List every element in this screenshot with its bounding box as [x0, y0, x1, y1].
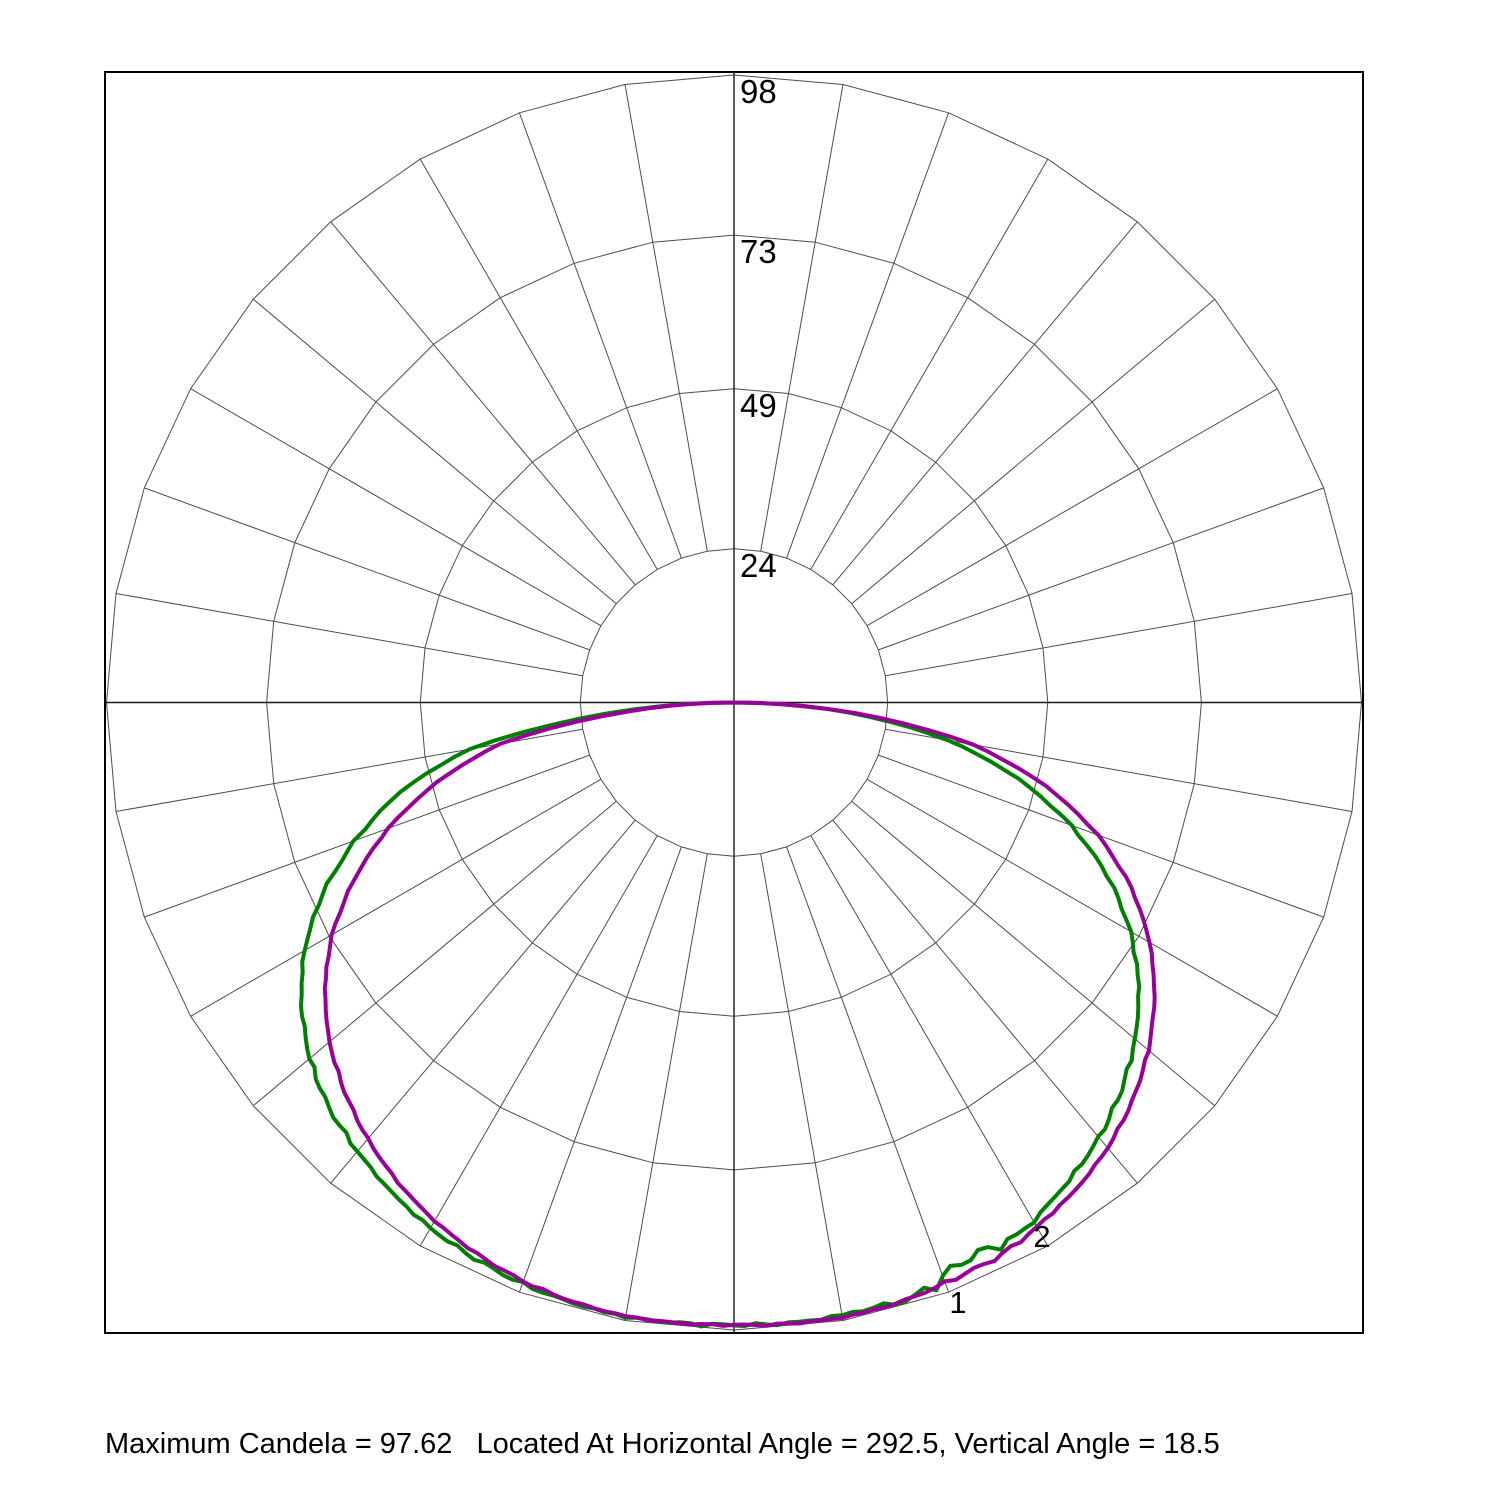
- candela-curves: [299, 700, 1157, 1329]
- spoke-290: [144, 487, 590, 651]
- spoke-160: [786, 846, 950, 1293]
- spoke-330: [419, 158, 658, 570]
- curve-plane-1: [299, 700, 1142, 1329]
- spoke-320: [330, 221, 636, 586]
- spoke-170: [760, 853, 844, 1321]
- spoke-210: [419, 835, 658, 1247]
- spoke-300: [190, 388, 602, 627]
- spoke-10: [760, 84, 844, 552]
- ring-label-98: 98: [740, 73, 777, 110]
- spoke-340: [518, 112, 682, 559]
- spoke-50: [851, 298, 1216, 605]
- spoke-120: [866, 778, 1278, 1017]
- spoke-240: [190, 778, 602, 1017]
- spoke-250: [144, 754, 590, 918]
- spoke-40: [832, 221, 1138, 586]
- spoke-220: [330, 819, 636, 1184]
- spoke-130: [851, 800, 1216, 1107]
- spoke-230: [252, 800, 617, 1107]
- ring-label-24: 24: [740, 547, 777, 584]
- curve-labels: 12: [949, 1219, 1050, 1320]
- curve-label-2: 2: [1033, 1219, 1050, 1254]
- spoke-310: [252, 298, 617, 605]
- spoke-30: [810, 158, 1049, 570]
- spoke-190: [624, 853, 708, 1321]
- curve-plane-2: [322, 700, 1157, 1328]
- spoke-80: [885, 593, 1353, 677]
- spoke-280: [115, 593, 583, 677]
- spoke-350: [624, 84, 708, 552]
- spoke-200: [518, 846, 682, 1293]
- spoke-60: [866, 388, 1278, 627]
- curve-label-1: 1: [949, 1285, 966, 1320]
- caption: Maximum Candela = 97.62 Located At Horiz…: [105, 1349, 1220, 1500]
- spoke-20: [786, 112, 950, 559]
- spoke-150: [810, 835, 1049, 1247]
- spoke-140: [832, 819, 1138, 1184]
- caption-line-max-candela: Maximum Candela = 97.62 Located At Horiz…: [105, 1428, 1220, 1460]
- ring-label-73: 73: [740, 233, 777, 270]
- ring-label-49: 49: [740, 387, 777, 424]
- spoke-70: [878, 487, 1324, 651]
